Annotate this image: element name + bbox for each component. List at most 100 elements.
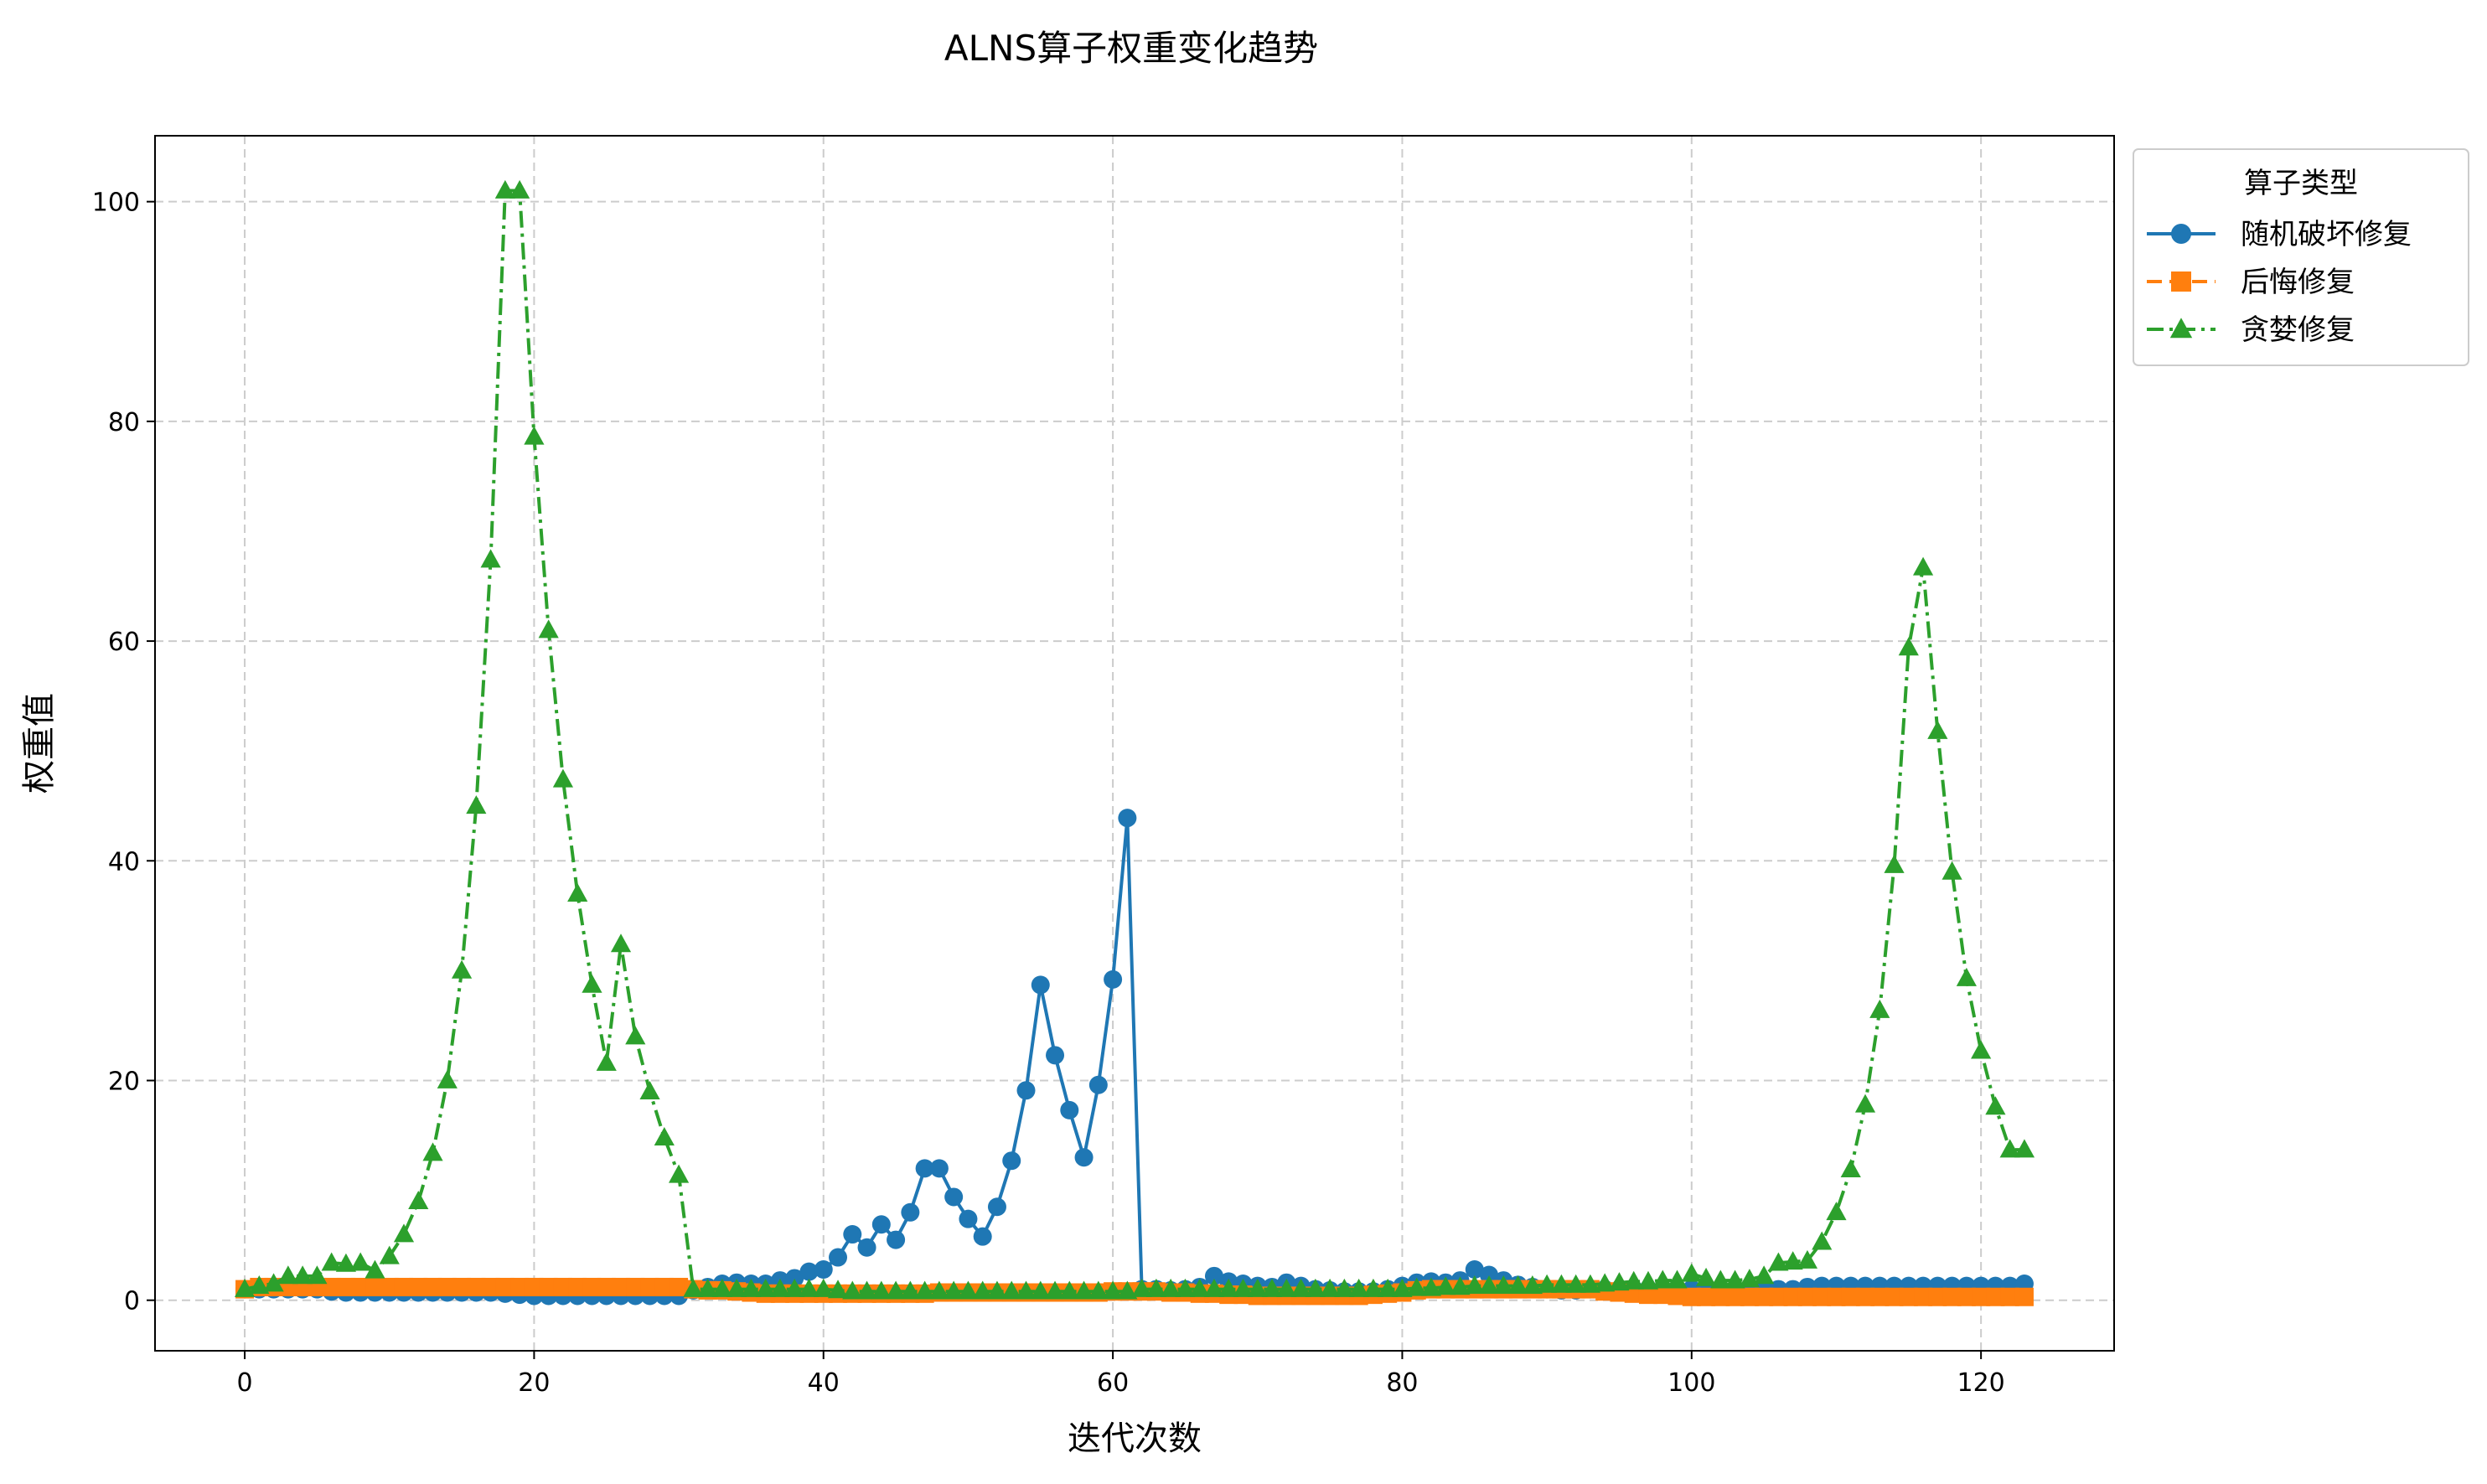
legend-box bbox=[2133, 148, 2469, 366]
data-point bbox=[799, 1262, 819, 1281]
data-point bbox=[1580, 1274, 1601, 1293]
x-tick-label: 100 bbox=[1667, 1368, 1715, 1398]
data-point bbox=[1131, 1278, 1152, 1297]
y-tick-label: 60 bbox=[108, 628, 140, 657]
data-point bbox=[1233, 1278, 1254, 1297]
data-point bbox=[1595, 1273, 1616, 1292]
data-point bbox=[827, 1280, 849, 1299]
data-point bbox=[1841, 1287, 1860, 1306]
data-point bbox=[1118, 809, 1137, 828]
y-tick-label: 80 bbox=[108, 408, 140, 437]
legend-marker bbox=[2171, 224, 2191, 244]
data-point bbox=[409, 1277, 428, 1296]
data-point bbox=[1623, 1270, 1644, 1290]
data-point bbox=[277, 1265, 298, 1285]
data-point bbox=[885, 1280, 907, 1300]
data-point bbox=[1046, 1046, 1065, 1065]
data-point bbox=[1088, 1075, 1108, 1094]
data-point bbox=[423, 1277, 442, 1296]
data-point bbox=[1957, 1287, 1976, 1306]
data-point bbox=[829, 1248, 848, 1267]
x-axis-ticks: 0 20 40 60 80 100 120 bbox=[237, 1351, 2005, 1398]
data-point bbox=[1392, 1278, 1413, 1297]
data-point bbox=[843, 1225, 862, 1244]
data-point bbox=[539, 1277, 558, 1296]
data-point bbox=[625, 1026, 646, 1045]
data-point bbox=[1637, 1270, 1659, 1290]
data-point bbox=[582, 1277, 602, 1296]
data-point bbox=[1507, 1275, 1528, 1294]
data-point bbox=[1203, 1278, 1225, 1297]
data-point bbox=[1972, 1287, 1991, 1306]
data-point bbox=[1261, 1278, 1283, 1297]
data-point bbox=[1653, 1285, 1673, 1305]
data-point bbox=[1827, 1287, 1846, 1306]
data-point bbox=[1768, 1252, 1789, 1271]
data-point bbox=[394, 1277, 413, 1296]
data-point bbox=[987, 1197, 1006, 1217]
data-point bbox=[1031, 975, 1050, 995]
data-point bbox=[1030, 1280, 1051, 1300]
data-point bbox=[249, 1275, 270, 1294]
data-point bbox=[973, 1227, 992, 1246]
legend-item: 贪婪修复 bbox=[2147, 313, 2355, 347]
data-point bbox=[1928, 1287, 1947, 1306]
data-point bbox=[524, 426, 545, 445]
data-point bbox=[509, 179, 530, 199]
data-point bbox=[1161, 1278, 1181, 1297]
data-point bbox=[914, 1280, 935, 1300]
data-point bbox=[510, 1277, 530, 1296]
data-point bbox=[711, 1278, 732, 1297]
data-point bbox=[1016, 1081, 1036, 1100]
data-point bbox=[1378, 1278, 1399, 1297]
data-point bbox=[1782, 1251, 1803, 1270]
data-point bbox=[639, 1080, 660, 1099]
data-point bbox=[437, 1069, 458, 1088]
data-point bbox=[1697, 1287, 1716, 1306]
data-point bbox=[1724, 1269, 1745, 1289]
data-point bbox=[1450, 1276, 1471, 1295]
data-point bbox=[1912, 556, 1934, 576]
data-point bbox=[1104, 970, 1123, 989]
data-point bbox=[1480, 1265, 1499, 1285]
data-point bbox=[928, 1280, 949, 1300]
series-0 bbox=[235, 809, 2034, 1306]
data-point bbox=[1102, 1280, 1124, 1300]
data-point bbox=[683, 1278, 704, 1297]
data-point bbox=[379, 1245, 400, 1264]
series-line bbox=[245, 816, 2025, 1298]
data-point bbox=[929, 1159, 949, 1178]
data-point bbox=[1682, 1287, 1701, 1306]
data-point bbox=[1060, 1100, 1079, 1119]
data-point bbox=[1755, 1287, 1774, 1306]
data-point bbox=[741, 1278, 762, 1297]
data-point bbox=[654, 1277, 674, 1296]
data-point bbox=[322, 1277, 341, 1296]
data-point bbox=[944, 1187, 964, 1207]
data-point bbox=[857, 1238, 876, 1257]
data-point bbox=[1117, 1280, 1138, 1300]
data-point bbox=[1681, 1263, 1702, 1282]
plot-frame bbox=[154, 135, 2115, 1352]
legend-item: 后悔修复 bbox=[2147, 266, 2355, 299]
data-point bbox=[393, 1223, 415, 1243]
y-tick-label: 0 bbox=[124, 1287, 140, 1316]
data-point bbox=[1667, 1269, 1688, 1289]
data-point bbox=[495, 1277, 514, 1296]
data-point bbox=[612, 1277, 631, 1296]
data-point bbox=[1406, 1277, 1427, 1296]
data-point bbox=[799, 1278, 820, 1297]
data-point bbox=[1175, 1278, 1196, 1297]
data-point bbox=[1914, 1287, 1933, 1306]
data-point bbox=[1870, 1287, 1890, 1306]
data-point bbox=[1840, 1159, 1861, 1178]
data-point bbox=[901, 1202, 920, 1222]
data-point bbox=[568, 1277, 587, 1296]
data-point bbox=[452, 1277, 472, 1296]
x-tick-label: 20 bbox=[518, 1368, 550, 1398]
data-point bbox=[1885, 1287, 1904, 1306]
y-tick-label: 40 bbox=[108, 847, 140, 876]
data-point bbox=[422, 1142, 443, 1161]
data-point bbox=[351, 1277, 370, 1296]
